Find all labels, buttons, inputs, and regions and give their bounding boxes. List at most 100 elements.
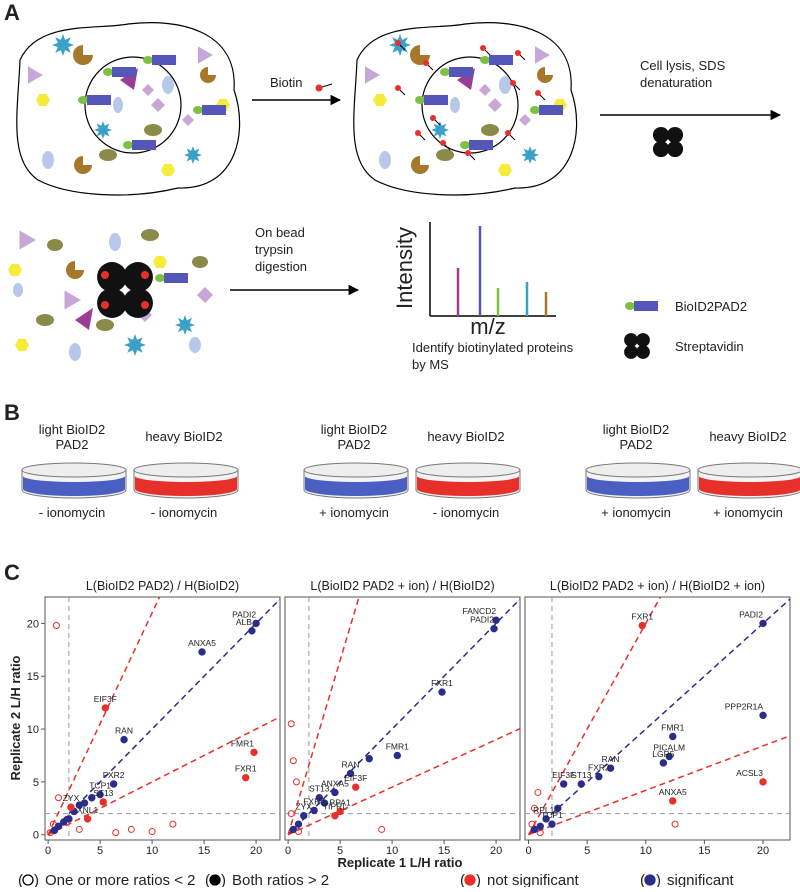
icon	[449, 67, 473, 77]
point-label: FMR1	[231, 738, 254, 748]
icon	[539, 105, 563, 115]
condition: - ionomycin	[433, 505, 499, 520]
dish-medium	[23, 476, 125, 496]
point	[52, 622, 60, 630]
point	[492, 616, 500, 624]
icon	[123, 141, 133, 149]
point	[250, 748, 258, 757]
point	[577, 780, 585, 788]
x-tick-label: 10	[146, 845, 158, 857]
point-label: PADI2	[470, 615, 494, 625]
dish-label: heavy BioID2	[427, 429, 504, 444]
point	[534, 788, 542, 796]
icon	[480, 56, 490, 64]
point-label: EIF3F	[94, 694, 117, 704]
point	[554, 804, 562, 813]
panel-letter: B	[4, 400, 20, 425]
point	[595, 772, 603, 781]
point-label: FXR1	[235, 764, 257, 774]
point	[536, 822, 544, 830]
biotin	[423, 60, 429, 66]
dish-medium	[587, 476, 689, 496]
legend-label: Streptavidin	[675, 339, 744, 354]
point	[759, 711, 767, 720]
icon	[666, 140, 684, 158]
icon	[99, 149, 117, 161]
point-label: RAN	[602, 754, 620, 764]
point	[101, 704, 110, 712]
icon	[153, 255, 167, 269]
point	[60, 818, 68, 826]
point-label: ACSL3	[736, 768, 763, 778]
point	[83, 815, 92, 823]
legend-marker	[22, 874, 34, 886]
point-label: PADI2	[739, 609, 763, 619]
icon	[479, 84, 491, 96]
trend-line	[47, 716, 280, 836]
point	[490, 624, 498, 633]
dish-label: PAD2	[56, 437, 89, 452]
legend-marker	[464, 874, 476, 886]
point	[300, 812, 308, 820]
point-label: PADI2	[232, 609, 256, 619]
biotin	[505, 130, 511, 136]
icon	[175, 315, 195, 335]
dish-label: PAD2	[620, 437, 653, 452]
icon	[521, 146, 539, 164]
icon	[625, 302, 635, 310]
panel-letter: C	[4, 560, 20, 585]
biotin	[415, 130, 421, 136]
dish-medium	[699, 476, 800, 496]
icon	[365, 66, 380, 84]
legend-bracket: (	[205, 872, 210, 887]
icon	[652, 140, 670, 158]
icon	[36, 93, 50, 107]
icon	[47, 239, 63, 251]
dish-label: heavy BioID2	[709, 429, 786, 444]
icon	[469, 140, 493, 150]
point-label: ZYX	[63, 793, 80, 803]
point-label: PPA1	[330, 797, 351, 807]
point	[50, 826, 59, 835]
biotin	[101, 301, 109, 309]
icon	[193, 106, 203, 114]
point	[671, 820, 679, 828]
x-tick-label: 20	[490, 845, 502, 857]
point-label: TCP1	[541, 810, 563, 820]
icon	[28, 66, 43, 84]
icon	[198, 46, 213, 64]
point	[669, 797, 677, 805]
icon	[152, 55, 176, 65]
point	[606, 764, 615, 772]
dish-label: light BioID2	[603, 422, 669, 437]
point-label: EIF3F	[552, 770, 575, 780]
dish-medium	[135, 476, 237, 496]
icon	[78, 96, 88, 104]
point	[80, 799, 89, 807]
point-label: PICALM	[653, 743, 685, 753]
icon	[74, 156, 92, 174]
icon	[535, 46, 550, 64]
dish-label: PAD2	[338, 437, 371, 452]
icon	[123, 262, 153, 292]
point	[198, 648, 206, 656]
condition: - ionomycin	[39, 505, 105, 520]
point	[252, 619, 260, 628]
point	[127, 825, 135, 833]
point-label: PPP2R1A	[725, 701, 764, 711]
chart-title: L(BioID2 PAD2 + ion) / H(BioID2)	[310, 579, 494, 593]
y-tick-label: 20	[27, 618, 39, 630]
icon	[489, 55, 513, 65]
point	[530, 825, 539, 834]
point	[292, 778, 300, 786]
icon	[460, 141, 470, 149]
icon	[624, 333, 638, 347]
axis-label: Intensity	[392, 227, 417, 309]
icon	[162, 76, 174, 94]
trend-line	[528, 598, 790, 836]
point-label: FXR1	[431, 678, 453, 688]
icon	[143, 56, 153, 64]
icon	[202, 105, 226, 115]
point	[99, 798, 107, 806]
dish-rim	[133, 462, 239, 478]
